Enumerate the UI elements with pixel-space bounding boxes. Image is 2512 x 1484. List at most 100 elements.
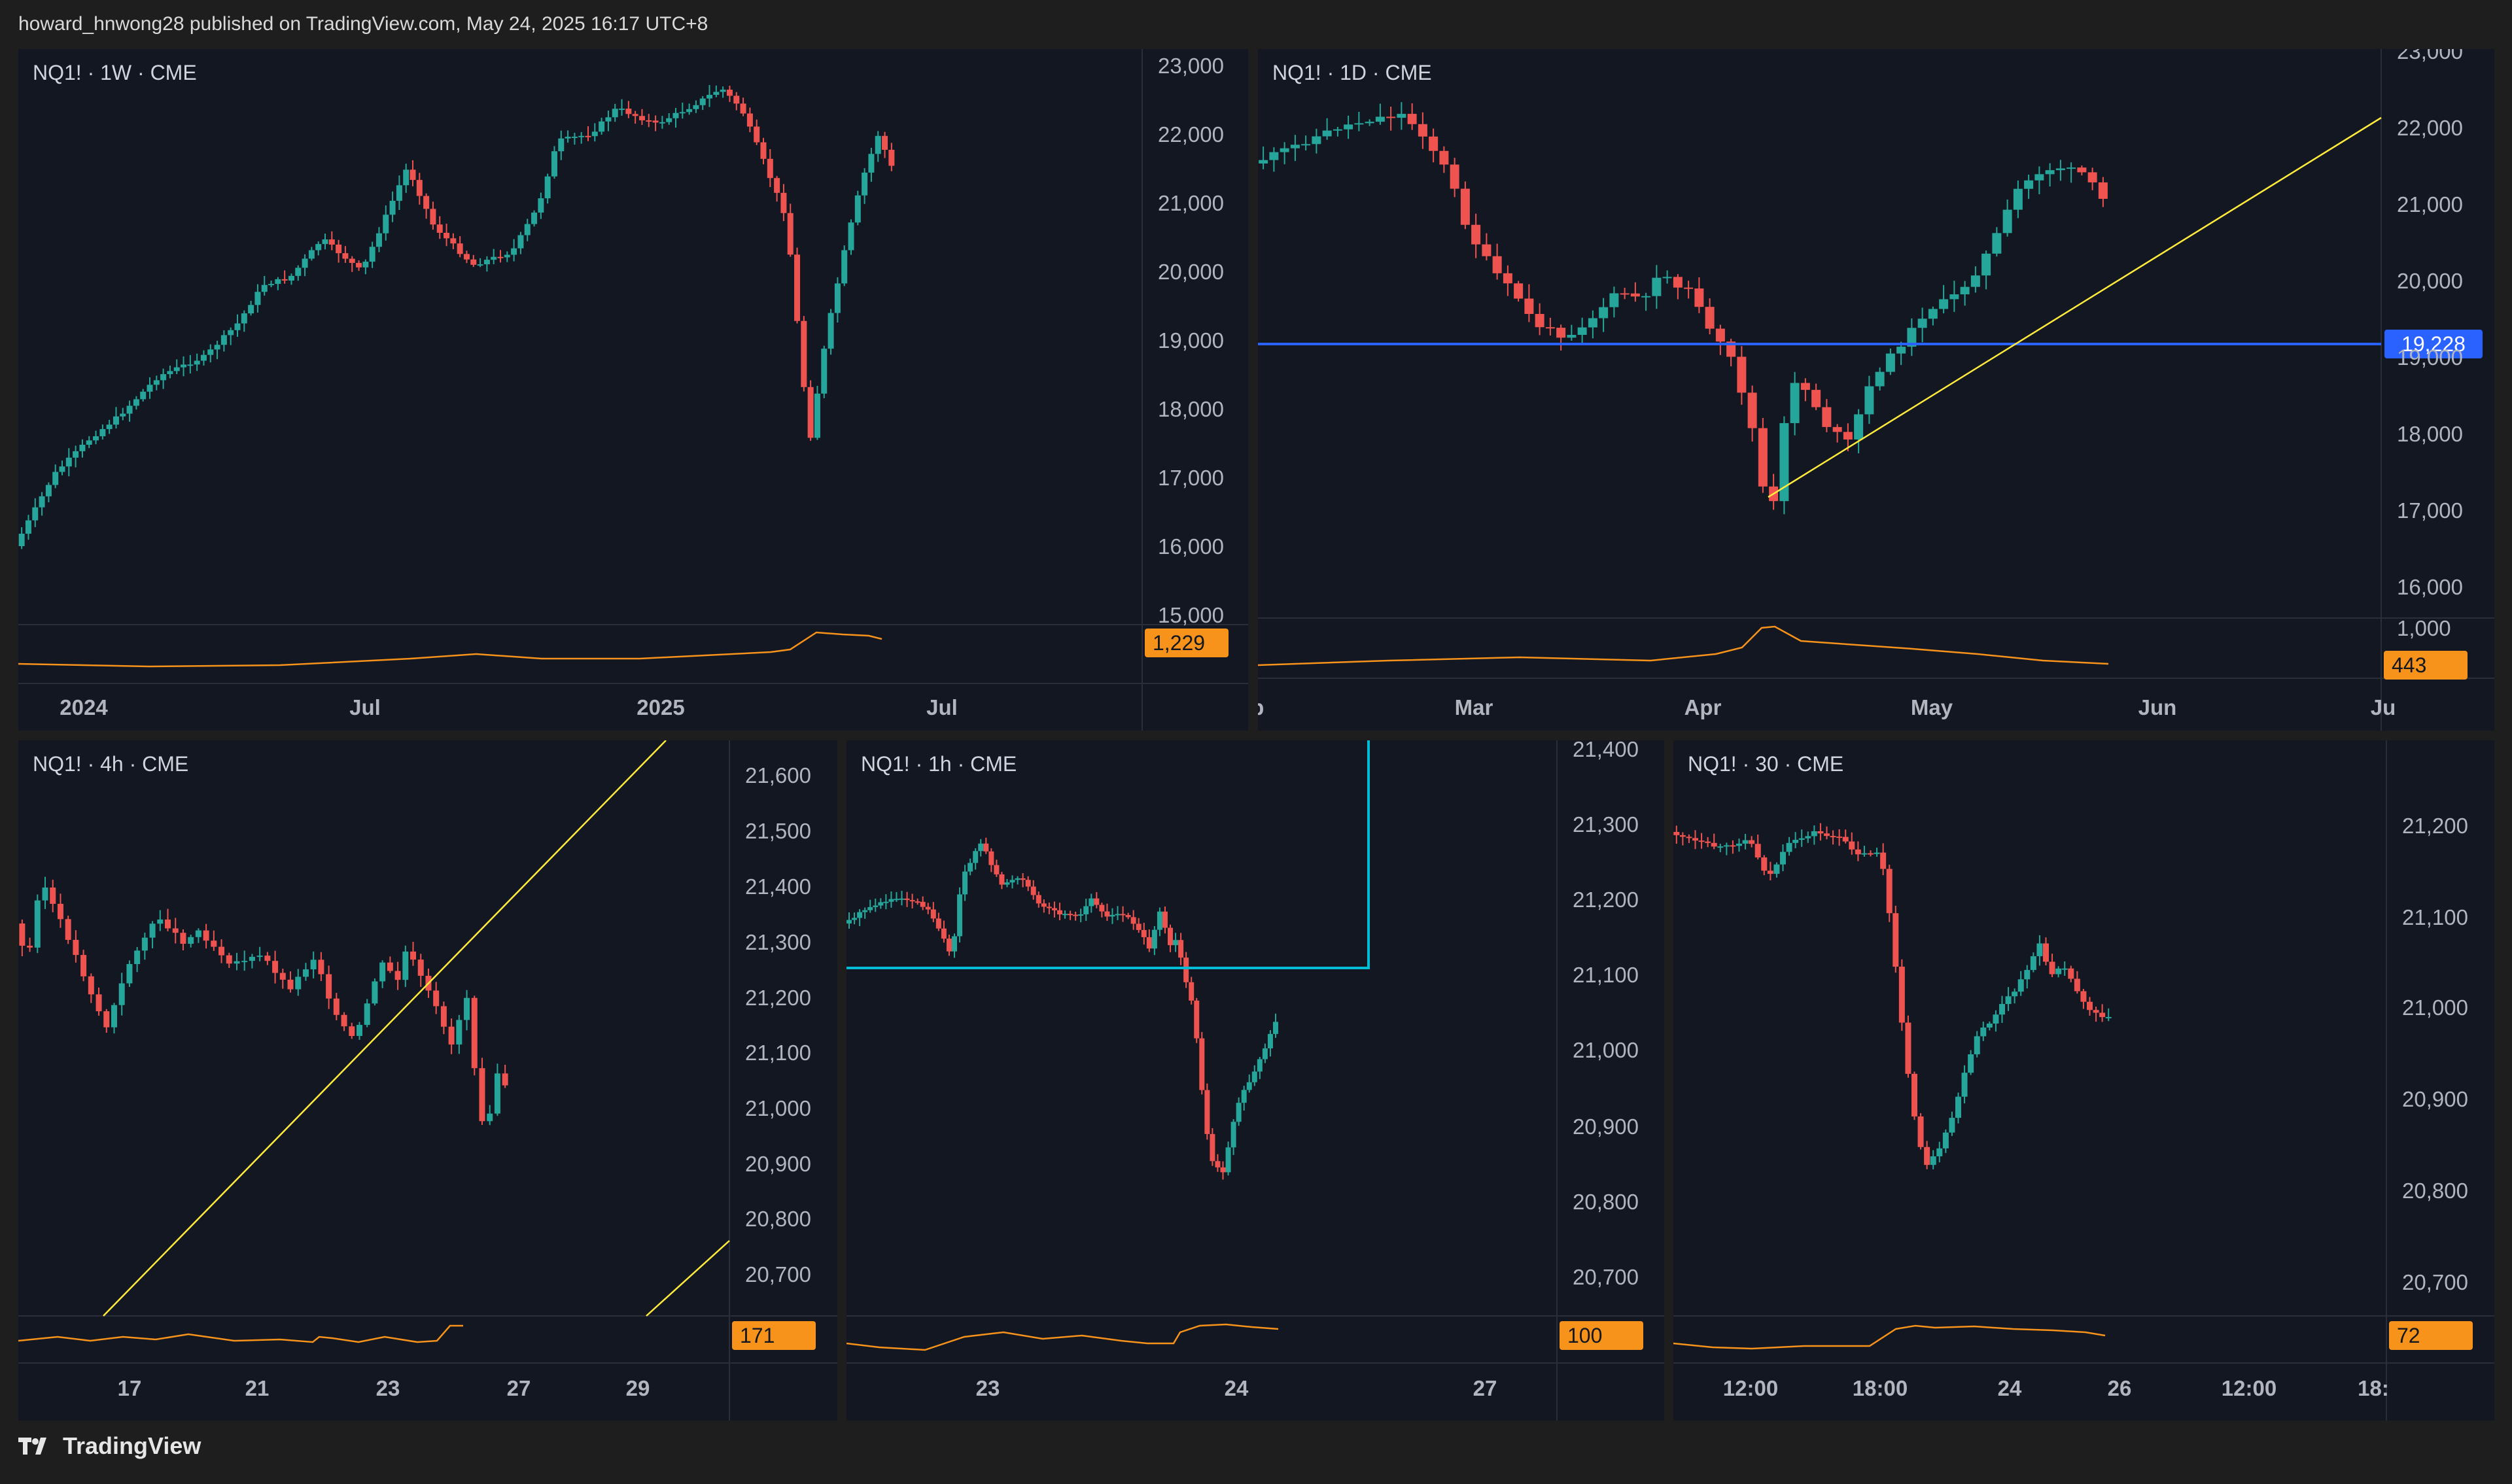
candle-up <box>1004 882 1010 885</box>
candle-down <box>746 113 753 127</box>
candle-up <box>1089 898 1094 906</box>
volume-badge <box>2384 651 2468 680</box>
price-tick: 20,700 <box>745 1262 811 1286</box>
candle-down <box>1754 844 1761 857</box>
time-tick: 24 <box>1225 1376 1249 1400</box>
candle-up <box>379 962 386 982</box>
candle-down <box>787 213 794 255</box>
candle-down <box>1758 428 1768 487</box>
price-tick: 20,000 <box>1158 260 1224 284</box>
candle-up <box>1115 914 1121 916</box>
candle-up <box>1083 906 1089 914</box>
price-tick: 20,900 <box>745 1152 811 1176</box>
candle-up <box>1009 880 1015 883</box>
candle-up <box>1272 1022 1278 1034</box>
publish-header: howard_hnwong28 published on TradingView… <box>18 13 708 35</box>
candle-up <box>544 176 551 199</box>
candle-up <box>862 910 868 912</box>
candle-up <box>524 224 531 235</box>
candle-down <box>410 951 417 960</box>
candle-down <box>999 874 1005 885</box>
candle-down <box>1418 124 1427 137</box>
candle-down <box>1849 841 1855 850</box>
candle-up <box>1961 1073 1968 1097</box>
candle-up <box>605 117 612 122</box>
candle-up <box>1397 114 1406 118</box>
candle-up <box>1312 136 1321 145</box>
candle-up <box>134 950 141 964</box>
candle-up <box>188 937 194 944</box>
candle-up <box>1290 145 1300 148</box>
candle-down <box>80 955 87 976</box>
price-tick: 18,000 <box>1158 397 1224 421</box>
chart-panel-weekly[interactable]: NQ1! · 1W · CME 23,000 22,000 21,000 20,000… <box>18 49 1248 731</box>
chart-canvas[interactable]: 19,228 23,000 22,000 21,000 20,000 19,000 18,0… <box>1258 49 2494 731</box>
candle-down <box>1673 832 1680 835</box>
candle-up <box>160 374 167 381</box>
candle-down <box>1694 288 1704 307</box>
candle-up <box>315 244 322 250</box>
candle-down <box>1556 328 1566 338</box>
candle-down <box>1025 880 1031 887</box>
candle-down <box>888 150 895 166</box>
candle-up <box>241 961 248 963</box>
candle-up <box>538 198 544 213</box>
candle-down <box>638 116 645 120</box>
candle-down <box>585 135 591 137</box>
candle-down <box>1535 314 1544 328</box>
candle-down <box>50 888 56 904</box>
candle-down <box>1836 837 1843 838</box>
chart-canvas[interactable]: 23,000 22,000 21,000 20,000 19,000 18,000 17,0… <box>18 49 1248 731</box>
chart-canvas[interactable]: 21,600 21,500 21,400 21,300 21,200 21,100 21,0… <box>18 740 837 1421</box>
footer: TradingView <box>18 1432 201 1460</box>
candle-up <box>1599 307 1609 319</box>
candle-down <box>416 180 423 196</box>
candle-up <box>1779 423 1789 502</box>
chart-panel-1h[interactable]: NQ1! · 1h · CME 21,400 21,300 21,200 21,100… <box>846 740 1664 1421</box>
price-tick: 19,000 <box>1158 328 1224 353</box>
candle-down <box>1189 982 1195 1001</box>
candle-up <box>383 215 389 233</box>
candle-up <box>118 983 125 1005</box>
candle-up <box>1980 1027 1987 1037</box>
candle-down <box>103 1011 110 1027</box>
chart-panel-30m[interactable]: NQ1! · 30 · CME 21,200 21,100 21,000 20,900… <box>1673 740 2494 1421</box>
candle-down <box>1817 831 1824 834</box>
candle-down <box>172 928 179 933</box>
candle-up <box>356 1025 362 1036</box>
candle-down <box>983 843 989 852</box>
chart-panel-4h[interactable]: NQ1! · 4h · CME 21,600 21,500 21,400 21,300… <box>18 740 837 1421</box>
candle-up <box>364 1003 370 1026</box>
volume-line <box>18 631 882 668</box>
price-tick: 20,900 <box>1573 1114 1639 1139</box>
chart-panel-daily[interactable]: NQ1! · 1D · CME 19,228 23,000 22,000 21,000… <box>1258 49 2494 731</box>
price-tick: 21,300 <box>1573 812 1639 837</box>
volume-line <box>1258 625 2109 666</box>
candle-down <box>96 994 102 1012</box>
candle-down <box>1051 908 1057 910</box>
price-tick: 21,200 <box>745 986 811 1010</box>
candle-down <box>1215 1161 1221 1167</box>
candle-down <box>1843 432 1853 440</box>
candle-down <box>341 1014 347 1027</box>
candle-up <box>308 250 315 259</box>
candle-up <box>173 367 180 371</box>
candle-up <box>1736 843 1742 846</box>
price-tick: 16,000 <box>1158 534 1224 559</box>
candle-down <box>281 279 288 281</box>
candle-down <box>1220 1167 1226 1173</box>
candle-up <box>1986 1024 1993 1028</box>
chart-canvas[interactable]: 21,400 21,300 21,200 21,100 21,000 20,900 20,8… <box>846 740 1664 1421</box>
volume-badge <box>2389 1321 2473 1350</box>
candle-down <box>27 945 33 948</box>
candle-up <box>2055 168 2065 171</box>
candle-up <box>1942 1132 1949 1148</box>
candle-down <box>1692 838 1698 841</box>
candle-up <box>571 136 578 138</box>
symbol-label: NQ1! · 1h · CME <box>861 752 1017 776</box>
chart-canvas[interactable]: 21,200 21,100 21,000 20,900 20,800 20,700 72 12… <box>1673 740 2494 1421</box>
candle-down <box>904 898 910 901</box>
candle-up <box>200 354 207 361</box>
candle-up <box>372 981 378 1004</box>
candle-up <box>45 485 52 496</box>
